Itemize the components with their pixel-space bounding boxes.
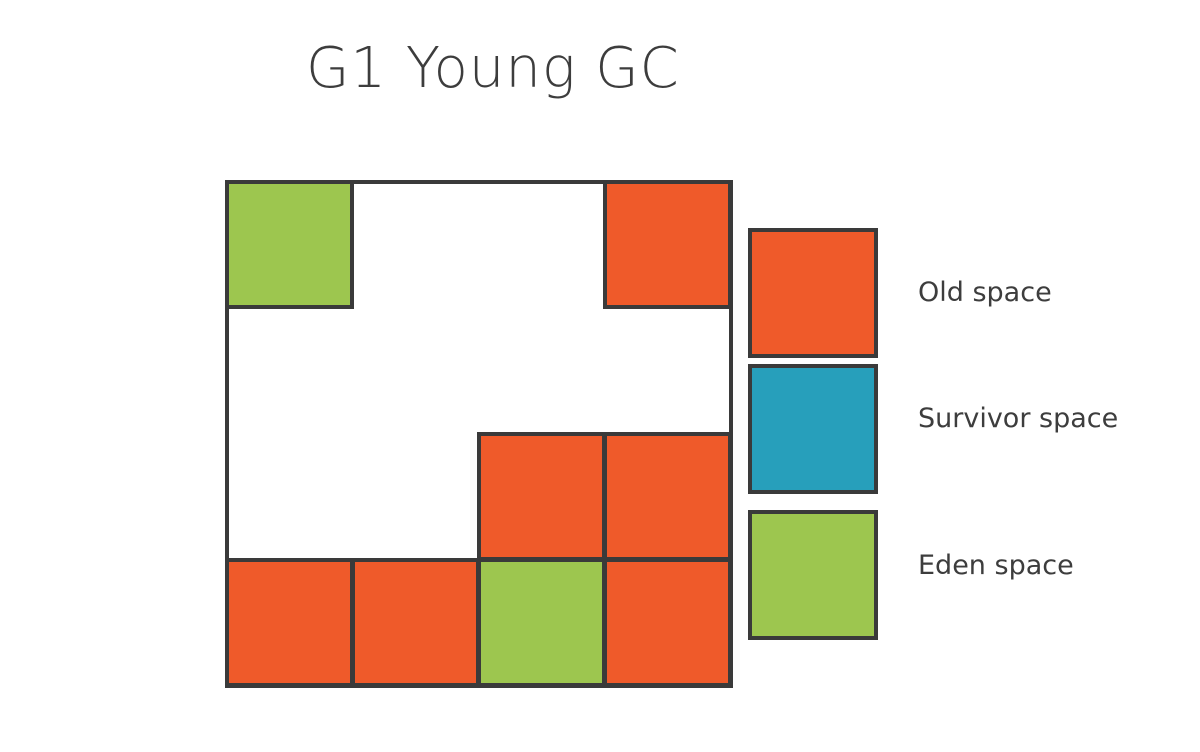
region-eden <box>225 180 354 309</box>
legend-swatch-old <box>748 228 878 358</box>
legend-label-eden: Eden space <box>918 550 1074 581</box>
region-old <box>351 558 480 687</box>
region-old <box>225 558 354 687</box>
legend-label-survivor: Survivor space <box>918 403 1119 434</box>
legend-swatch-survivor <box>748 364 878 494</box>
diagram-title: G1 Young GC <box>306 36 680 101</box>
region-old <box>603 558 732 687</box>
legend-label-old: Old space <box>918 277 1052 308</box>
region-eden <box>477 558 606 687</box>
region-old <box>477 432 606 561</box>
legend-swatch-eden <box>748 510 878 640</box>
region-old <box>603 180 732 309</box>
region-old <box>603 432 732 561</box>
heap-grid <box>225 180 733 688</box>
